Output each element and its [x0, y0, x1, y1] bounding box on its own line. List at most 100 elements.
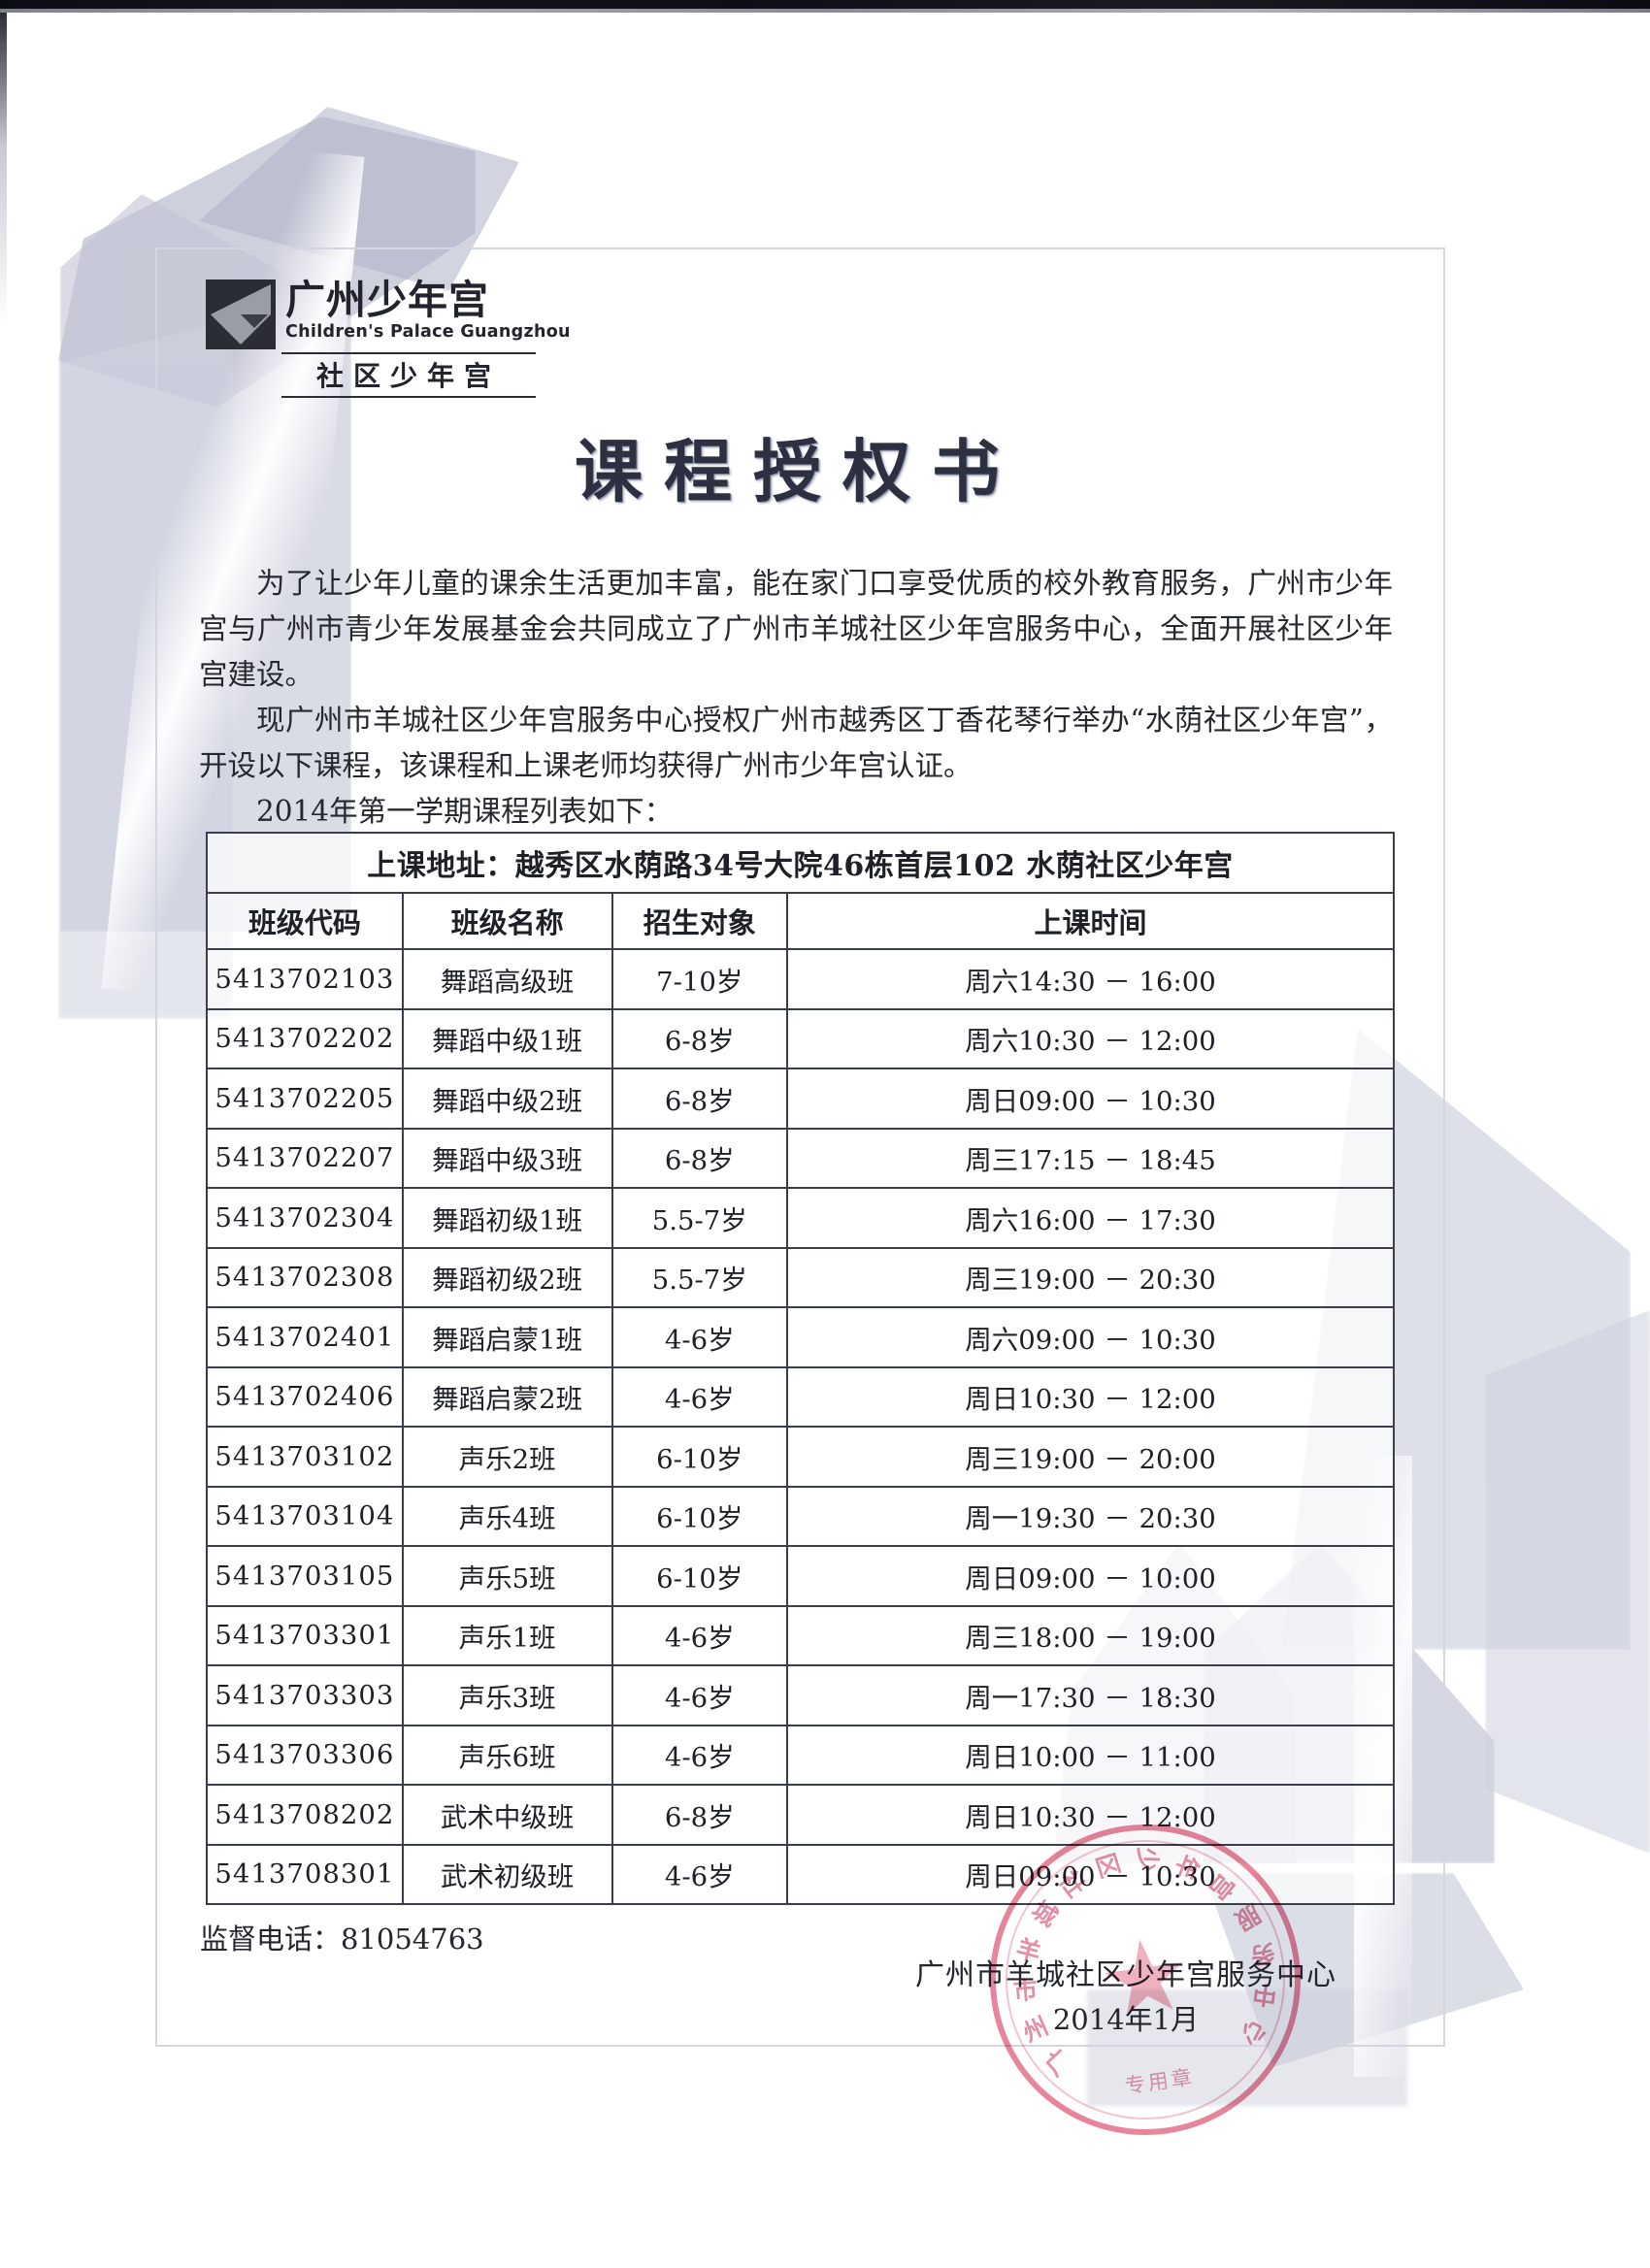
table-row: 5413702207 舞蹈中级3班 6-8岁 周三17:15 － 18:45 [206, 1127, 1395, 1189]
table-row: 5413703102 声乐2班 6-10岁 周三19:00 － 20:00 [206, 1426, 1395, 1488]
table-address-row: 上课地址：越秀区水荫路34号大院46栋首层102 水荫社区少年宫 [206, 832, 1395, 894]
table-row: 5413703301 声乐1班 4-6岁 周三18:00 － 19:00 [206, 1604, 1395, 1666]
cell-name: 声乐3班 [401, 1664, 613, 1726]
cell-age: 4-6岁 [610, 1365, 789, 1428]
cell-time: 周三19:00 － 20:00 [786, 1426, 1395, 1488]
cell-name: 舞蹈高级班 [401, 948, 613, 1010]
cell-age: 4-6岁 [610, 1843, 789, 1905]
logo-chinese-name: 广州少年宫 [285, 277, 489, 323]
body-paragraph-1: 为了让少年儿童的课余生活更加丰富，能在家门口享受优质的校外教育服务，广州市少年宫… [199, 567, 1393, 691]
body-text: 为了让少年儿童的课余生活更加丰富，能在家门口享受优质的校外教育服务，广州市少年宫… [199, 561, 1393, 835]
cell-code: 5413708202 [206, 1784, 404, 1846]
cell-age: 6-8岁 [610, 1784, 789, 1846]
cell-name: 舞蹈初级1班 [401, 1187, 613, 1249]
cell-name: 声乐6班 [401, 1724, 613, 1786]
course-table: 上课地址：越秀区水荫路34号大院46栋首层102 水荫社区少年宫 班级代码 班级… [206, 832, 1395, 1905]
column-header-time: 上课时间 [786, 892, 1395, 950]
cell-code: 5413703303 [206, 1664, 404, 1726]
cell-code: 5413703102 [206, 1426, 404, 1488]
supervise-phone: 监督电话：81054763 [200, 1923, 484, 1956]
cell-time: 周六10:30 － 12:00 [786, 1007, 1395, 1069]
cell-age: 4-6岁 [610, 1306, 789, 1368]
table-row: 5413702205 舞蹈中级2班 6-8岁 周日09:00 － 10:30 [206, 1068, 1395, 1130]
cell-code: 5413702401 [206, 1306, 404, 1368]
organization-logo: 广州少年宫 Children's Palace Guangzhou 社区少年宫 [206, 279, 571, 398]
cell-time: 周三18:00 － 19:00 [786, 1604, 1395, 1666]
cell-time: 周三19:00 － 20:30 [786, 1246, 1395, 1308]
cell-name: 武术初级班 [401, 1843, 613, 1905]
seal-arc-char: 市 [1011, 1975, 1040, 2006]
cell-code: 5413703301 [206, 1604, 404, 1666]
cell-code: 5413702304 [206, 1187, 404, 1249]
table-row: 5413703105 声乐5班 6-10岁 周日09:00 － 10:00 [206, 1545, 1395, 1607]
seal-arc-char: 宫 [1203, 1868, 1240, 1906]
table-row: 5413703104 声乐4班 6-10岁 周一19:30 － 20:30 [206, 1485, 1395, 1547]
cell-time: 周一17:30 － 18:30 [786, 1664, 1395, 1726]
cell-code: 5413703104 [206, 1485, 404, 1547]
cell-age: 6-8岁 [610, 1068, 789, 1130]
table-header-row: 班级代码 班级名称 招生对象 上课时间 [206, 892, 1395, 950]
seal-arc-char: 少 [1133, 1847, 1162, 1872]
cell-code: 5413703105 [206, 1545, 404, 1607]
logo-sub-banner: 社区少年宫 [281, 352, 536, 398]
scan-top-grey-band [0, 9, 1650, 13]
cell-name: 舞蹈中级1班 [401, 1007, 613, 1069]
table-row: 5413702406 舞蹈启蒙2班 4-6岁 周日10:30 － 12:00 [206, 1365, 1395, 1428]
cell-code: 5413702205 [206, 1068, 404, 1130]
body-paragraph-3: 2014年第一学期课程列表如下： [256, 795, 674, 828]
cell-time: 周日10:30 － 12:00 [786, 1365, 1395, 1428]
cell-code: 5413703306 [206, 1724, 404, 1786]
cell-time: 周一19:30 － 20:30 [786, 1485, 1395, 1547]
table-row: 5413702103 舞蹈高级班 7-10岁 周六14:30 － 16:00 [206, 948, 1395, 1010]
cell-time: 周日09:00 － 10:30 [786, 1068, 1395, 1130]
column-header-code: 班级代码 [206, 892, 404, 950]
table-body: 5413702103 舞蹈高级班 7-10岁 周六14:30 － 16:00 54137… [206, 948, 1395, 1905]
seal-arc-char: 服 [1230, 1898, 1267, 1936]
table-row: 5413703303 声乐3班 4-6岁 周一17:30 － 18:30 [206, 1664, 1395, 1726]
cell-name: 武术中级班 [401, 1784, 613, 1846]
cell-name: 舞蹈启蒙1班 [401, 1306, 613, 1368]
seal-arc-char: 务 [1248, 1938, 1278, 1971]
cell-age: 4-6岁 [610, 1604, 789, 1666]
table-row: 5413702308 舞蹈初级2班 5.5-7岁 周三19:00 － 20:30 [206, 1246, 1395, 1308]
scan-left-edge-strip [0, 13, 7, 2268]
seal-arc-char: 年 [1169, 1850, 1204, 1884]
seal-arc-char: 区 [1090, 1849, 1125, 1882]
seal-arc-char: 州 [1018, 2012, 1053, 2048]
seal-arc-char: 广 [1040, 2044, 1077, 2082]
cell-code: 5413702308 [206, 1246, 404, 1308]
cell-name: 声乐1班 [401, 1604, 613, 1666]
cell-age: 6-10岁 [610, 1485, 789, 1547]
seal-arc-char: 社 [1053, 1865, 1091, 1903]
seal-arc-char: 中 [1250, 1979, 1279, 2011]
cell-age: 6-8岁 [610, 1127, 789, 1189]
table-address-cell: 上课地址：越秀区水荫路34号大院46栋首层102 水荫社区少年宫 [206, 832, 1395, 894]
cell-time: 周六14:30 － 16:00 [786, 948, 1395, 1010]
cell-age: 4-6岁 [610, 1664, 789, 1726]
cell-age: 7-10岁 [610, 948, 789, 1010]
cell-code: 5413702202 [206, 1007, 404, 1069]
column-header-age: 招生对象 [610, 892, 789, 950]
cell-age: 6-10岁 [610, 1545, 789, 1607]
table-row: 5413703306 声乐6班 4-6岁 周日10:00 － 11:00 [206, 1724, 1395, 1786]
cell-name: 声乐4班 [401, 1485, 613, 1547]
official-seal-stamp: 广州市羊城社区少年宫服务中心 专用章 [970, 1804, 1321, 2155]
cell-age: 6-8岁 [610, 1007, 789, 1069]
cell-time: 周日10:00 － 11:00 [786, 1724, 1395, 1786]
cell-name: 舞蹈启蒙2班 [401, 1365, 613, 1428]
cell-time: 周六16:00 － 17:30 [786, 1187, 1395, 1249]
cell-code: 5413702103 [206, 948, 404, 1010]
logo-english-name: Children's Palace Guangzhou [285, 321, 571, 342]
cell-code: 5413702406 [206, 1365, 404, 1428]
cell-code: 5413702207 [206, 1127, 404, 1189]
seal-arc-char: 羊 [1012, 1933, 1044, 1968]
body-paragraph-2: 现广州市羊城社区少年宫服务中心授权广州市越秀区丁香花琴行举办“水荫社区少年宫”，… [199, 704, 1393, 782]
cell-age: 4-6岁 [610, 1724, 789, 1786]
cell-time: 周日09:00 － 10:00 [786, 1545, 1395, 1607]
tangram-square-icon [206, 279, 276, 349]
cell-age: 5.5-7岁 [610, 1187, 789, 1249]
table-row: 5413702304 舞蹈初级1班 5.5-7岁 周六16:00 － 17:30 [206, 1187, 1395, 1249]
cell-name: 舞蹈初级2班 [401, 1246, 613, 1308]
seal-arc-char: 城 [1026, 1895, 1063, 1933]
